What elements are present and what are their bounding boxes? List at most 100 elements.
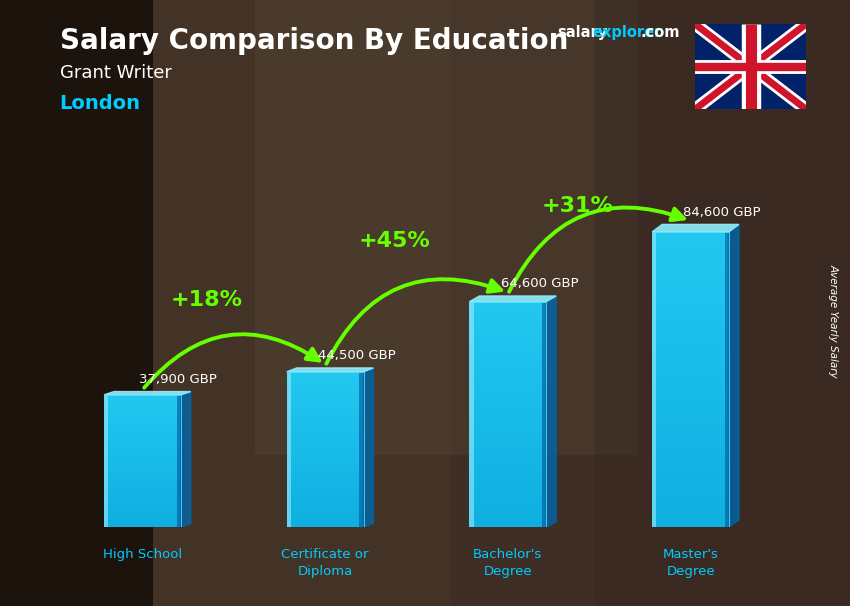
Bar <box>286 454 364 458</box>
Bar <box>104 439 181 441</box>
Bar <box>104 492 181 494</box>
Bar <box>652 231 729 527</box>
Bar <box>286 525 364 527</box>
Bar <box>104 410 181 413</box>
Bar <box>469 339 547 343</box>
Bar <box>469 497 547 501</box>
Polygon shape <box>652 224 739 231</box>
Bar <box>469 459 547 464</box>
Bar <box>595 0 850 606</box>
Bar <box>104 430 181 432</box>
Bar <box>469 392 547 396</box>
Bar <box>104 452 181 454</box>
Bar <box>542 302 547 527</box>
Bar <box>286 382 364 385</box>
Text: Bachelor's
Degree: Bachelor's Degree <box>473 548 542 578</box>
Bar <box>652 291 729 296</box>
Bar <box>286 429 364 431</box>
Bar <box>104 441 181 444</box>
Bar <box>652 424 729 428</box>
Bar <box>652 399 729 404</box>
FancyArrowPatch shape <box>509 207 684 291</box>
Bar <box>286 501 364 504</box>
Bar <box>286 468 364 470</box>
Bar <box>652 439 729 444</box>
Bar <box>652 345 729 350</box>
Bar <box>286 426 364 429</box>
Bar <box>652 340 729 345</box>
FancyArrowPatch shape <box>144 335 320 388</box>
Bar <box>469 377 547 381</box>
Bar <box>255 0 638 454</box>
Bar <box>286 458 364 460</box>
Bar <box>104 476 181 479</box>
Bar <box>469 362 547 365</box>
Bar <box>652 428 729 434</box>
Bar <box>104 454 181 457</box>
Bar <box>469 456 547 459</box>
Bar <box>469 313 547 317</box>
Bar <box>286 483 364 486</box>
Bar <box>286 481 364 483</box>
Bar <box>652 271 729 276</box>
Bar <box>286 473 364 476</box>
Bar <box>286 519 364 522</box>
Bar <box>104 485 181 487</box>
Bar <box>652 242 729 247</box>
Bar <box>286 434 364 436</box>
Bar <box>652 478 729 483</box>
Bar <box>652 375 729 379</box>
Bar <box>652 310 729 316</box>
Bar <box>652 468 729 473</box>
Bar <box>652 256 729 261</box>
Bar <box>104 432 181 435</box>
Bar <box>652 276 729 281</box>
Bar <box>286 447 364 450</box>
Bar <box>652 434 729 439</box>
Bar <box>286 496 364 499</box>
Bar <box>469 302 547 527</box>
Bar <box>469 471 547 474</box>
Bar <box>469 358 547 362</box>
Bar <box>104 479 181 481</box>
Text: Salary Comparison By Education: Salary Comparison By Education <box>60 27 568 55</box>
Bar <box>469 490 547 493</box>
Bar <box>286 465 364 468</box>
Text: .com: .com <box>640 25 679 41</box>
Bar <box>104 437 181 439</box>
Bar <box>286 372 364 375</box>
Bar <box>104 404 181 406</box>
Bar <box>104 481 181 483</box>
Bar <box>104 435 181 437</box>
Bar <box>104 463 181 465</box>
Bar <box>104 450 181 452</box>
Bar <box>104 465 181 468</box>
Text: explorer: explorer <box>592 25 662 41</box>
Bar <box>286 460 364 462</box>
Bar <box>104 487 181 490</box>
Bar <box>469 399 547 403</box>
Bar <box>652 488 729 493</box>
Bar <box>286 509 364 511</box>
Bar <box>652 261 729 266</box>
Bar <box>469 448 547 452</box>
Bar <box>469 343 547 347</box>
Bar <box>469 407 547 411</box>
Bar <box>104 413 181 415</box>
Bar <box>286 442 364 444</box>
Bar <box>469 381 547 384</box>
Bar <box>104 421 181 424</box>
Bar <box>652 389 729 395</box>
Bar <box>469 482 547 486</box>
Bar <box>652 350 729 355</box>
Bar <box>469 350 547 355</box>
Bar <box>469 384 547 388</box>
Bar <box>104 395 108 527</box>
Bar <box>652 237 729 242</box>
Bar <box>469 445 547 448</box>
Bar <box>469 516 547 520</box>
Bar <box>469 369 547 373</box>
Bar <box>469 411 547 415</box>
Bar <box>104 516 181 518</box>
Bar <box>104 397 181 399</box>
